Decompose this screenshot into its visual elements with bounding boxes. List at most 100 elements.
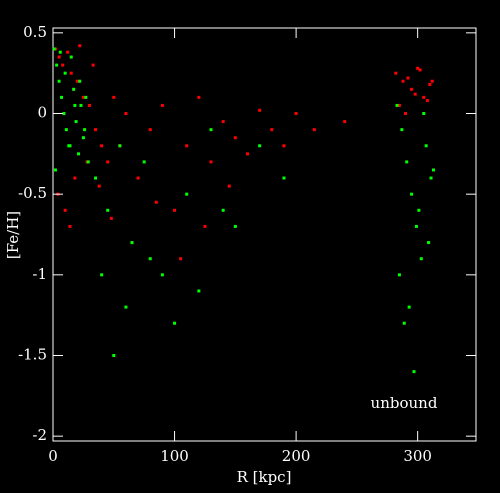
x-tick-label: 200 [282,447,311,465]
point [221,120,225,124]
point [112,95,116,99]
point [84,95,88,99]
point [60,95,64,99]
point [294,112,298,116]
point [112,353,116,357]
point [62,112,66,116]
point [197,95,201,99]
point [64,128,68,132]
point [68,224,72,228]
point [414,224,418,228]
point [106,208,110,212]
point [124,112,128,116]
point [412,370,416,374]
point [97,184,101,188]
point [400,128,404,132]
point [78,44,82,48]
point [148,128,152,132]
point [282,144,286,148]
point [410,87,414,91]
point [233,224,237,228]
point [424,144,428,148]
point [258,108,262,112]
point [209,160,213,164]
point [53,168,57,172]
point [100,273,104,277]
point [100,144,104,148]
point [209,128,213,132]
point [185,144,189,148]
point [63,208,67,212]
point [394,71,398,75]
point [94,176,98,180]
point [397,103,401,107]
point [173,208,177,212]
point [407,305,411,309]
point [406,76,410,80]
point [430,79,434,83]
point [270,128,274,132]
point [69,55,73,59]
point [118,144,122,148]
point [109,216,113,220]
point [431,168,435,172]
x-tick-label: 100 [160,447,189,465]
point [416,66,420,70]
x-tick-label: 300 [403,447,432,465]
point [160,273,164,277]
point [410,192,414,196]
point [343,120,347,124]
point [72,87,76,91]
point [57,79,61,83]
point [173,321,177,325]
point [401,79,405,83]
point [405,160,409,164]
plot-frame [52,27,477,442]
point [74,120,78,124]
point [94,128,98,132]
point [77,152,81,156]
point [185,192,189,196]
point [66,50,70,54]
point [63,71,67,75]
point [73,176,77,180]
point [422,112,426,116]
point [52,47,56,51]
point [81,136,85,140]
point [83,128,87,132]
y-axis-label: [Fe/H] [4,211,22,259]
point [418,68,422,72]
point [282,176,286,180]
point [425,99,429,103]
x-tick-label: 0 [48,447,58,465]
point [124,305,128,309]
point [197,289,201,293]
point [419,257,423,261]
point [258,144,262,148]
point [79,103,83,107]
point [148,257,152,261]
y-tick-label: 0.5 [23,23,47,41]
point [227,184,231,188]
point [55,63,59,67]
point [142,160,146,164]
point [73,103,77,107]
point [404,112,407,116]
point [130,241,134,245]
point [106,160,110,164]
point [68,144,72,148]
point [91,63,95,67]
point [413,92,417,96]
y-tick-label: -2 [32,426,47,444]
point [81,95,85,99]
point [58,50,62,54]
y-tick-label: -0.5 [18,184,47,202]
annotation: unbound [371,394,438,412]
y-tick-label: 0 [37,104,47,122]
y-tick-label: -1 [32,265,47,283]
point [422,95,426,99]
point [402,321,406,325]
point [221,208,225,212]
point [428,82,432,86]
